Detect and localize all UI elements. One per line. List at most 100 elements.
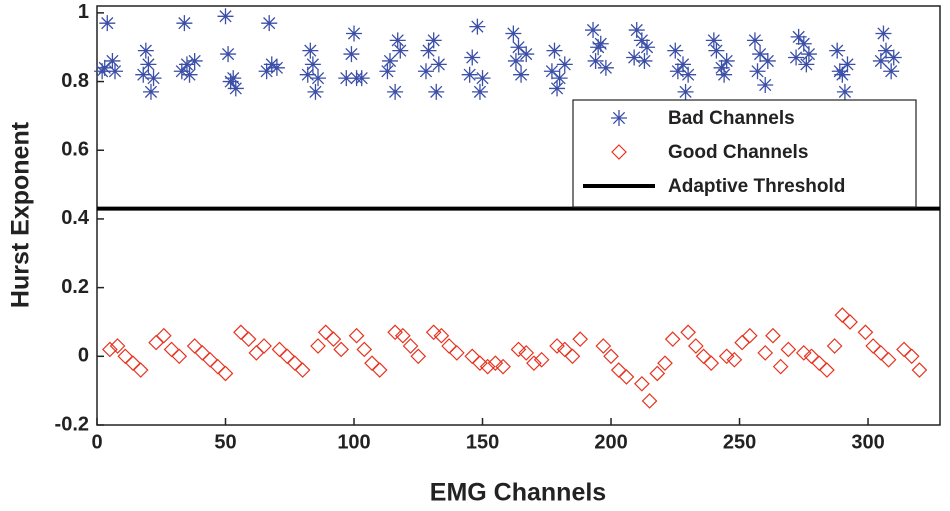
- bad-channel-marker: [106, 63, 123, 80]
- bad-channel-marker: [549, 80, 566, 97]
- bad-channel-marker: [628, 22, 645, 39]
- good-channel-marker: [896, 341, 912, 358]
- bad-channel-marker: [510, 39, 527, 56]
- bad-channel-marker: [587, 52, 604, 69]
- bad-channel-marker: [307, 83, 324, 100]
- bad-channel-marker: [518, 46, 535, 63]
- good-channel-marker: [664, 331, 681, 347]
- bad-channel-marker: [142, 83, 159, 100]
- bad-channel-marker: [261, 15, 278, 32]
- good-channel-marker: [826, 338, 843, 354]
- good-channel-marker: [356, 341, 373, 358]
- good-channel-marker: [479, 358, 496, 375]
- good-channel-marker: [842, 314, 858, 330]
- x-axis-label: EMG Channels: [430, 479, 606, 507]
- good-channel-marker: [317, 324, 334, 341]
- good-channel-marker: [294, 362, 311, 378]
- plot-frame: [96, 5, 941, 426]
- x-tick-label: 100: [337, 431, 370, 453]
- legend-label: Good Channels: [668, 142, 808, 163]
- bad-channel-marker: [546, 42, 563, 59]
- good-channel-marker: [171, 348, 188, 365]
- good-channel-marker: [209, 358, 226, 375]
- good-channel-marker: [256, 338, 272, 354]
- good-channel-marker: [734, 334, 750, 351]
- bad-channel-marker: [667, 42, 684, 59]
- bad-channel-marker: [543, 63, 560, 80]
- good-channel-marker: [795, 345, 812, 361]
- bad-channel-marker: [800, 46, 817, 63]
- good-channel-marker: [433, 327, 450, 344]
- bad-channel-marker: [878, 42, 895, 59]
- bad-channel-marker: [96, 59, 113, 76]
- bad-channel-marker: [417, 63, 434, 80]
- good-channel-marker: [102, 341, 118, 358]
- good-channel-marker: [765, 327, 781, 344]
- bad-channel-marker: [834, 66, 851, 83]
- good-channel-marker: [610, 362, 627, 378]
- good-channel-marker: [348, 327, 365, 344]
- good-channel-marker: [595, 338, 612, 354]
- good-channel-marker: [641, 393, 658, 409]
- bad-channel-marker: [464, 49, 481, 66]
- bad-channel-marker: [428, 83, 445, 100]
- bad-channel-marker: [99, 15, 116, 32]
- good-channel-marker: [333, 341, 350, 358]
- bad-channel-marker: [389, 32, 406, 49]
- bad-channel-marker: [716, 66, 733, 83]
- good-channel-marker: [325, 331, 342, 347]
- good-channel-marker: [117, 348, 134, 365]
- good-channel-marker: [163, 341, 180, 358]
- good-channel-marker: [572, 331, 589, 347]
- good-channel-marker: [287, 355, 303, 372]
- bad-channel-marker: [798, 56, 815, 73]
- good-channel-marker: [618, 369, 635, 385]
- bad-channel-marker: [708, 42, 725, 59]
- good-channel-marker: [487, 355, 504, 372]
- good-channel-marker: [279, 348, 296, 365]
- bad-channel-marker: [713, 59, 730, 76]
- good-channel-marker: [718, 348, 735, 365]
- bad-channel-marker: [471, 83, 488, 100]
- good-channel-marker: [148, 334, 164, 351]
- y-tick-label: 0.8: [61, 70, 89, 92]
- good-channel-marker: [834, 307, 851, 323]
- good-channel-marker: [780, 341, 797, 358]
- legend-box: [572, 99, 917, 208]
- bad-channel-marker: [788, 49, 805, 66]
- x-tick-label: 50: [214, 431, 236, 453]
- bad-channel-marker: [140, 56, 157, 73]
- good-channel-marker: [194, 345, 211, 361]
- good-channel-marker: [819, 362, 835, 378]
- bad-channel-marker: [505, 25, 522, 42]
- good-channel-marker: [271, 341, 288, 358]
- bad-channel-marker: [669, 63, 686, 80]
- x-tick-label: 250: [723, 431, 756, 453]
- bad-channel-marker: [513, 66, 530, 83]
- good-channel-marker: [518, 345, 535, 361]
- y-tick-label: 0: [78, 345, 89, 367]
- good-channel-marker: [448, 345, 465, 361]
- bad-channel-marker: [346, 25, 363, 42]
- good-channel-marker: [726, 351, 743, 368]
- bad-channel-marker: [474, 70, 491, 87]
- bad-channel-marker: [217, 8, 234, 25]
- good-channel-marker: [233, 324, 249, 341]
- bad-channel-marker: [425, 32, 442, 49]
- y-tick-label: 0.2: [61, 276, 89, 298]
- bad-channel-marker: [677, 83, 694, 100]
- good-channel-marker: [533, 351, 550, 368]
- bad-channel-marker: [836, 83, 853, 100]
- y-tick-label: 1: [78, 1, 89, 23]
- bad-channel-marker: [420, 42, 437, 59]
- bad-channel-marker: [145, 70, 162, 87]
- bad-channel-marker: [551, 70, 568, 87]
- bad-channel-marker: [338, 70, 355, 87]
- legend-symbol: [611, 144, 627, 160]
- good-channel-marker: [603, 348, 619, 365]
- bad-channel-marker: [135, 66, 152, 83]
- y-axis-label: Hurst Exponent: [7, 121, 35, 308]
- good-channel-marker: [865, 338, 882, 354]
